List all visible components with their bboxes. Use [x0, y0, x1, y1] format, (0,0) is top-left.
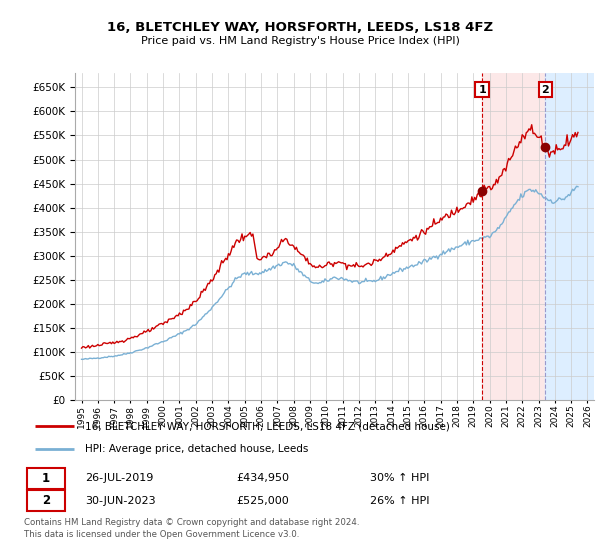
- Text: 30% ↑ HPI: 30% ↑ HPI: [370, 473, 430, 483]
- Text: £525,000: £525,000: [236, 496, 289, 506]
- Text: 26% ↑ HPI: 26% ↑ HPI: [370, 496, 430, 506]
- FancyBboxPatch shape: [27, 491, 65, 511]
- Text: HPI: Average price, detached house, Leeds: HPI: Average price, detached house, Leed…: [85, 444, 309, 454]
- FancyBboxPatch shape: [27, 468, 65, 488]
- Bar: [482, 73, 545, 400]
- Text: 16, BLETCHLEY WAY, HORSFORTH, LEEDS, LS18 4FZ: 16, BLETCHLEY WAY, HORSFORTH, LEEDS, LS1…: [107, 21, 493, 34]
- Text: Contains HM Land Registry data © Crown copyright and database right 2024.
This d: Contains HM Land Registry data © Crown c…: [24, 518, 359, 539]
- Text: 30-JUN-2023: 30-JUN-2023: [85, 496, 156, 506]
- Text: Price paid vs. HM Land Registry's House Price Index (HPI): Price paid vs. HM Land Registry's House …: [140, 36, 460, 46]
- Bar: [545, 73, 596, 400]
- Text: 1: 1: [41, 472, 50, 485]
- Text: 1: 1: [478, 85, 486, 95]
- Text: 2: 2: [541, 85, 549, 95]
- Text: 26-JUL-2019: 26-JUL-2019: [85, 473, 154, 483]
- Text: £434,950: £434,950: [236, 473, 289, 483]
- Text: 16, BLETCHLEY WAY, HORSFORTH, LEEDS, LS18 4FZ (detached house): 16, BLETCHLEY WAY, HORSFORTH, LEEDS, LS1…: [85, 421, 450, 431]
- Text: 2: 2: [41, 494, 50, 507]
